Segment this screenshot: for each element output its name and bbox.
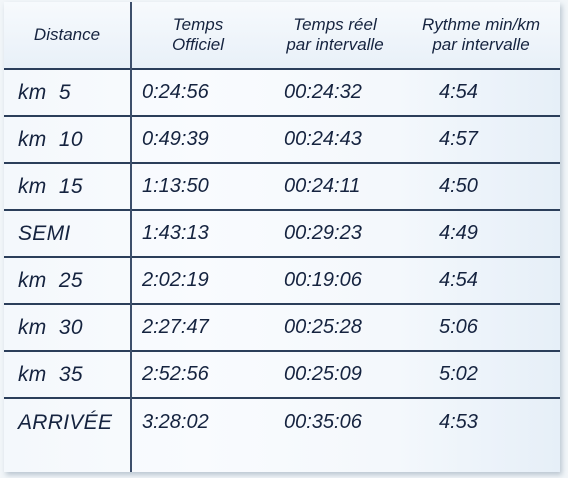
header-pace-line1: Rythme min/km [421, 15, 541, 34]
row-real-time: 00:35:06 [284, 411, 362, 433]
header-pace: Rythme min/km par intervalle [404, 2, 558, 68]
row-distance: km 30 [18, 316, 83, 339]
row-distance: km 5 [18, 81, 71, 104]
row-real-time: 00:25:28 [284, 316, 362, 338]
header-real-line1: Temps réel [293, 15, 377, 34]
row-pace: 4:54 [439, 81, 478, 103]
row-pace: 4:50 [439, 175, 478, 197]
header-official-line2: Officiel [172, 35, 224, 54]
row-pace: 4:57 [439, 128, 478, 150]
table-row: km 30 2:27:47 00:25:28 5:06 [4, 303, 560, 350]
header-official-line1: Temps [172, 15, 224, 34]
split-times-table: Distance Temps Officiel Temps réel par i… [4, 2, 560, 472]
row-pace: 4:49 [439, 222, 478, 244]
row-official-time: 1:43:13 [142, 222, 209, 244]
row-distance: km 10 [18, 128, 83, 151]
row-real-time: 00:19:06 [284, 269, 362, 291]
header-official-time: Temps Officiel [130, 2, 266, 68]
header-pace-line2: par intervalle [432, 35, 530, 54]
header-distance: Distance [4, 2, 130, 68]
row-real-time: 00:29:23 [284, 222, 362, 244]
row-official-time: 2:27:47 [142, 316, 209, 338]
row-official-time: 1:13:50 [142, 175, 209, 197]
table-row: ARRIVÉE 3:28:02 00:35:06 4:53 [4, 397, 560, 472]
row-pace: 4:54 [439, 269, 478, 291]
table-row: km 25 2:02:19 00:19:06 4:54 [4, 256, 560, 303]
table-row: km 15 1:13:50 00:24:11 4:50 [4, 162, 560, 209]
row-pace: 4:53 [439, 411, 478, 433]
row-real-time: 00:24:32 [284, 81, 362, 103]
row-official-time: 0:24:56 [142, 81, 209, 103]
row-distance: ARRIVÉE [18, 411, 113, 434]
table-row: SEMI 1:43:13 00:29:23 4:49 [4, 209, 560, 256]
column-divider [130, 2, 132, 472]
row-distance: km 15 [18, 175, 83, 198]
header-real-time: Temps réel par intervalle [266, 2, 404, 68]
row-real-time: 00:25:09 [284, 363, 362, 385]
header-real-line2: par intervalle [286, 35, 384, 54]
row-official-time: 3:28:02 [142, 411, 209, 433]
row-official-time: 2:52:56 [142, 363, 209, 385]
row-distance: km 35 [18, 363, 83, 386]
row-pace: 5:06 [439, 316, 478, 338]
table-header: Distance Temps Officiel Temps réel par i… [4, 2, 560, 68]
table-row: km 10 0:49:39 00:24:43 4:57 [4, 115, 560, 162]
row-distance: SEMI [18, 222, 71, 245]
row-real-time: 00:24:43 [284, 128, 362, 150]
table-row: km 35 2:52:56 00:25:09 5:02 [4, 350, 560, 397]
table-row: km 5 0:24:56 00:24:32 4:54 [4, 68, 560, 115]
header-distance-label: Distance [33, 25, 101, 44]
row-official-time: 0:49:39 [142, 128, 209, 150]
row-distance: km 25 [18, 269, 83, 292]
row-official-time: 2:02:19 [142, 269, 209, 291]
row-real-time: 00:24:11 [284, 175, 361, 197]
row-pace: 5:02 [439, 363, 478, 385]
